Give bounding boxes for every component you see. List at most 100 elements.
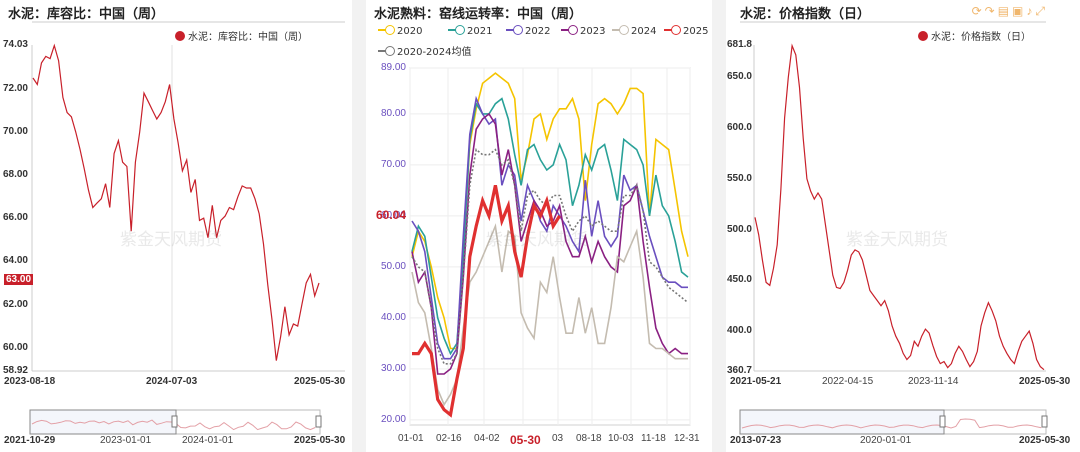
x-tick-label: 12-31 <box>674 433 700 444</box>
watermark: 紫金天风期货 <box>120 230 222 250</box>
chart-title: 水泥熟料：窑线运转率：中国（周） <box>374 7 583 22</box>
chart-title: 水泥：价格指数（日） <box>740 7 871 22</box>
series-line <box>754 43 1045 371</box>
legend-label: 2020 <box>397 26 423 37</box>
range-navigator[interactable] <box>0 0 352 452</box>
legend-ring-icon <box>385 46 395 56</box>
navigator-tick-label: 2020-01-01 <box>860 435 912 446</box>
legend-ring-icon <box>513 25 523 35</box>
x-tick-label: 2023-11-14 <box>908 376 959 387</box>
chart-canvas <box>409 67 691 426</box>
y-tick-label: 20.00 <box>380 414 406 425</box>
chart-canvas <box>31 21 345 372</box>
current-value-label: 63.00 <box>4 274 34 285</box>
y-tick-label: 40.00 <box>380 312 406 323</box>
series-line <box>32 43 320 361</box>
fullscreen-icon[interactable]: ⤢ <box>1035 4 1048 18</box>
document-icon[interactable]: ▤ <box>997 4 1013 18</box>
legend-dot-icon <box>918 31 928 41</box>
toolbar: ⟳↷▤▣♪⤢ <box>972 4 1048 19</box>
legend-line-icon <box>378 29 386 31</box>
legend-ring-icon <box>385 25 395 35</box>
chart-title: 水泥：库容比：中国（周） <box>8 7 165 22</box>
panel-inventory-ratio: 水泥：库容比：中国（周） 水泥：库容比：中国（周） 74.03 72.00 70.0… <box>0 0 352 452</box>
navigator-handle-left <box>939 415 946 428</box>
navigator-tick-label: 2025-05-30 <box>1019 435 1071 446</box>
x-tick-label: 08-18 <box>576 433 602 444</box>
save-icon[interactable]: ▣ <box>1012 4 1027 18</box>
legend-item-2023[interactable]: 2023 <box>561 25 605 37</box>
y-tick-label: 50.00 <box>380 261 406 272</box>
legend-line-icon <box>378 50 386 52</box>
legend-label: 2020-2024均值 <box>397 47 472 58</box>
y-tick-label: 60.00 <box>2 342 28 353</box>
x-tick-label: 11-18 <box>641 433 666 444</box>
x-tick-label: 2022-04-15 <box>822 376 874 387</box>
x-tick-label: 2025-05-30 <box>294 376 346 387</box>
y-tick-label: 58.92 <box>2 365 28 376</box>
navigator-handle-right <box>315 415 322 428</box>
legend-label: 2022 <box>525 26 551 37</box>
y-tick-label: 400.0 <box>726 325 752 336</box>
legend-line-icon <box>506 29 514 31</box>
legend-label: 2021 <box>467 26 493 37</box>
y-tick-label: 30.00 <box>380 363 406 374</box>
bell-icon[interactable]: ♪ <box>1026 4 1036 18</box>
y-tick-label: 62.00 <box>2 299 28 310</box>
legend-line-icon <box>561 29 569 31</box>
y-tick-label: 450.0 <box>726 274 752 285</box>
legend-item[interactable]: 水泥：库容比：中国（周） <box>175 28 308 43</box>
navigator-tick-label: 2023-01-01 <box>100 435 152 446</box>
range-navigator[interactable] <box>726 0 1080 452</box>
panel-kiln-utilization: 水泥熟料：窑线运转率：中国（周） 2020 2021 2022 2023 2024 202… <box>366 0 712 452</box>
legend-item-2024[interactable]: 2024 <box>612 25 656 37</box>
legend-ring-icon <box>568 25 578 35</box>
y-tick-label: 60.00 <box>380 210 406 221</box>
redo-icon[interactable]: ↷ <box>984 4 998 18</box>
legend-item-2021[interactable]: 2021 <box>448 25 492 37</box>
y-tick-label: 66.00 <box>2 212 28 223</box>
y-tick-label: 64.00 <box>2 255 28 266</box>
y-tick-label: 681.8 <box>726 39 752 50</box>
legend-item-2025[interactable]: 2025 <box>664 25 708 37</box>
panel-price-index: 水泥：价格指数（日） ⟳↷▤▣♪⤢ 水泥：价格指数（日） 681.8 650.0 6… <box>726 0 1080 452</box>
legend-item-2020[interactable]: 2020 <box>378 25 422 37</box>
y-tick-label: 500.0 <box>726 224 752 235</box>
y-tick-label: 72.00 <box>2 83 28 94</box>
navigator-tick-label: 2021-10-29 <box>4 435 56 446</box>
legend-line-icon <box>664 29 672 31</box>
navigator-tick-label: 2013-07-23 <box>730 435 782 446</box>
legend-item-2020-2024均值[interactable]: 2020-2024均值 <box>378 43 472 58</box>
legend-item[interactable]: 水泥：价格指数（日） <box>918 28 1031 43</box>
legend-label: 2025 <box>683 26 709 37</box>
y-tick-label: 80.00 <box>380 108 406 119</box>
legend-line-icon <box>612 29 620 31</box>
watermark: 紫金天风期货 <box>486 230 588 250</box>
chart-canvas <box>740 21 1046 372</box>
x-tick-label: 02-16 <box>436 433 462 444</box>
legend-line-icon <box>448 29 456 31</box>
x-tick-label: 2025-05-30 <box>1019 376 1071 387</box>
legend-label: 2024 <box>631 26 657 37</box>
navigator-tick-label: 2025-05-30 <box>294 435 346 446</box>
legend-label: 2023 <box>580 26 606 37</box>
y-tick-label: 68.00 <box>2 169 28 180</box>
navigator-window <box>739 409 945 435</box>
x-tick-label: 10-03 <box>608 433 634 444</box>
navigator-handle-right <box>1041 415 1048 428</box>
series-line-2020-2024均值 <box>411 148 689 365</box>
y-tick-label: 650.0 <box>726 71 752 82</box>
y-tick-label: 70.00 <box>380 159 406 170</box>
navigator-tick-label: 2024-01-01 <box>182 435 234 446</box>
legend-item-2022[interactable]: 2022 <box>506 25 550 37</box>
refresh-icon[interactable]: ⟳ <box>971 4 985 18</box>
legend-ring-icon <box>671 25 681 35</box>
y-tick-label: 70.00 <box>2 126 28 137</box>
current-date-label: 05-30 <box>510 433 541 447</box>
x-tick-label: 2023-08-18 <box>4 376 56 387</box>
legend-ring-icon <box>455 25 465 35</box>
series-line-2024 <box>411 223 688 407</box>
y-tick-label: 600.0 <box>726 122 752 133</box>
legend-label: 水泥：价格指数（日） <box>931 32 1031 43</box>
legend-ring-icon <box>619 25 629 35</box>
